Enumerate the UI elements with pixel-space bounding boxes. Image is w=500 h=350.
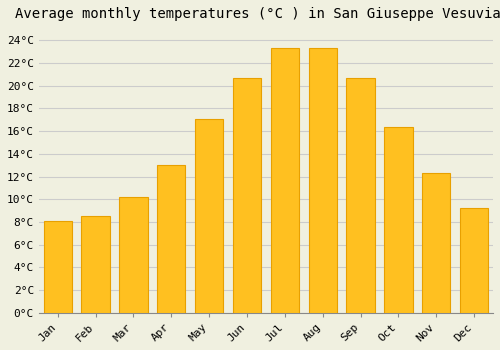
Bar <box>119 197 148 313</box>
Bar <box>422 173 450 313</box>
Bar <box>195 119 224 313</box>
Bar <box>82 216 110 313</box>
Bar <box>157 165 186 313</box>
Bar <box>384 127 412 313</box>
Title: Average monthly temperatures (°C ) in San Giuseppe Vesuviano: Average monthly temperatures (°C ) in Sa… <box>14 7 500 21</box>
Bar <box>44 221 72 313</box>
Bar <box>346 78 375 313</box>
Bar <box>233 78 261 313</box>
Bar <box>308 48 337 313</box>
Bar <box>270 48 299 313</box>
Bar <box>460 208 488 313</box>
